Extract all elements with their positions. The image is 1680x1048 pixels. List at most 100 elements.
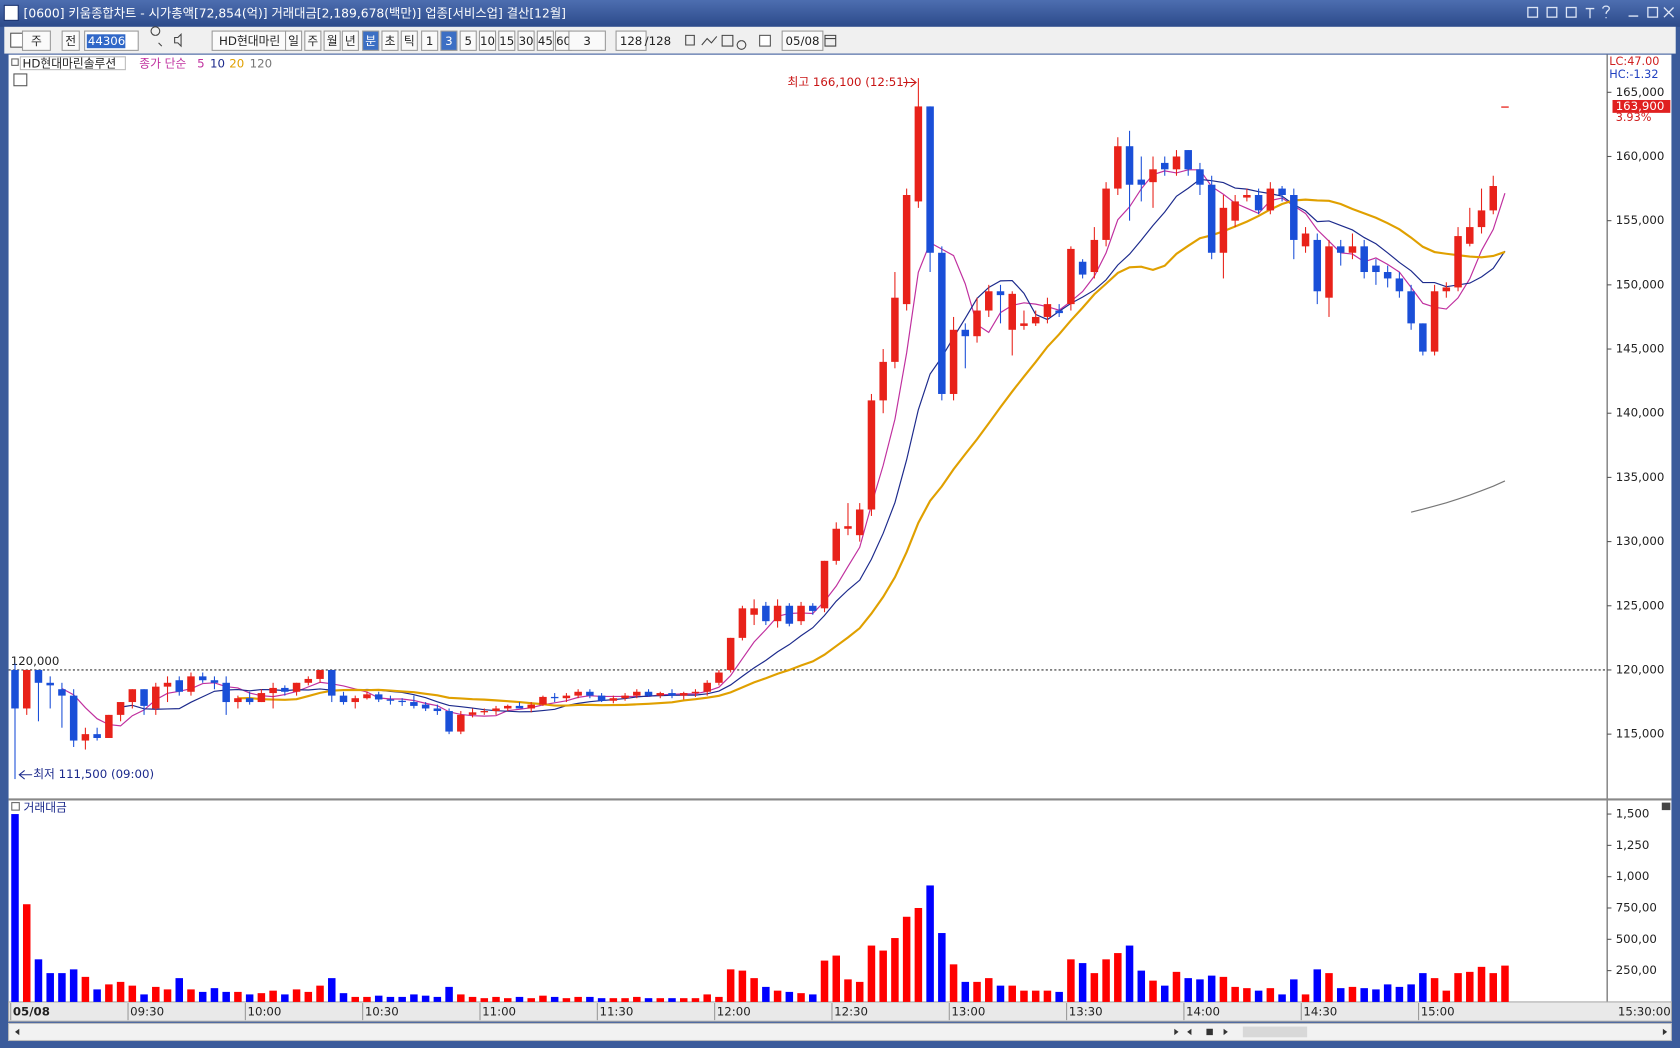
toolbar-label[interactable]: 틱 (404, 34, 415, 48)
candle-body (914, 106, 923, 202)
change-label: 3.93% (1616, 111, 1652, 124)
toolbar-label[interactable]: 1 (426, 34, 433, 48)
volume-bar (58, 973, 66, 1002)
toolbar-label[interactable]: 월 (327, 34, 338, 48)
x-tick-label: 13:00 (951, 1005, 985, 1019)
candle-body (820, 560, 829, 609)
toolbar-button[interactable] (341, 30, 359, 51)
candle-body (668, 693, 676, 696)
toolbar-button[interactable] (362, 30, 380, 51)
toolbar-button[interactable] (517, 30, 535, 51)
candle-body (1383, 272, 1392, 279)
toolbar-label[interactable]: 주 (307, 34, 318, 48)
toolbar-label[interactable]: 3 (445, 34, 452, 48)
volume-bar (1196, 979, 1204, 1002)
candle-body (773, 605, 782, 622)
volume-bar (1137, 970, 1146, 1002)
candle-body (116, 702, 125, 715)
candle-body (938, 252, 946, 394)
volume-bar (1419, 973, 1427, 1002)
toolbar-button[interactable] (781, 30, 824, 51)
candle-body (152, 686, 160, 709)
candle-body (855, 509, 864, 536)
window-title: [0600] 키움종합차트 - 시가총액[72,854(억)] 거래대금[2,1… (24, 6, 566, 20)
candle-body (198, 676, 207, 681)
candle-body (81, 734, 90, 741)
ma-legend: 20 (229, 56, 244, 70)
toolbar-label[interactable]: 45 (538, 34, 553, 48)
toolbar-label[interactable]: 초 (385, 34, 396, 48)
volume-bar (1501, 965, 1509, 1002)
candle-body (1360, 246, 1368, 273)
scroll-thumb[interactable] (1242, 1026, 1308, 1038)
toolbar-button[interactable] (323, 30, 341, 51)
x-tick-label: 05/08 (13, 1005, 50, 1019)
candle-body (504, 705, 512, 709)
toolbar-label[interactable]: 15 (499, 34, 514, 48)
toolbar-label[interactable]: 분 (365, 34, 376, 48)
title-icons[interactable] (1527, 5, 1675, 19)
candle-body (891, 297, 899, 362)
y-tick-label: 165,000 (1616, 85, 1665, 99)
candle-body (609, 698, 618, 701)
x-tick-label: 10:30 (365, 1005, 399, 1019)
toolbar-icons[interactable] (150, 26, 837, 50)
toolbar-label[interactable]: 128 (620, 34, 642, 48)
toolbar-label[interactable]: 주 (31, 34, 42, 48)
volume-bar (468, 996, 477, 1002)
checkbox[interactable] (759, 34, 771, 47)
volume-bar (69, 969, 78, 1002)
toolbar-button[interactable] (304, 30, 322, 51)
volume-bar (398, 996, 406, 1002)
x-tick-label: 11:30 (599, 1005, 633, 1019)
volume-bar (1161, 985, 1169, 1002)
toolbar-button[interactable] (381, 30, 399, 51)
toolbar-label[interactable]: 10 (480, 34, 495, 48)
volume-bar (1383, 984, 1392, 1002)
scrollbar[interactable] (8, 1022, 1672, 1042)
toolbar-label[interactable]: 05/08 (786, 34, 820, 48)
candle-body (949, 329, 958, 394)
toolbar-button[interactable] (478, 30, 497, 51)
toolbar-label[interactable]: 일 (288, 34, 299, 48)
x-tick-label: 09:30 (130, 1005, 164, 1019)
table-icon[interactable] (13, 73, 28, 87)
candle-body (515, 705, 524, 709)
toolbar-label[interactable]: 년 (345, 34, 356, 48)
volume-bar (973, 981, 981, 1002)
toolbar-label[interactable]: 전 (65, 34, 76, 48)
volume-bar (715, 996, 723, 1002)
toolbar-label[interactable]: 3 (583, 34, 590, 48)
current-price-label: 163,900 (1616, 99, 1665, 113)
volume-bar (234, 991, 242, 1002)
toolbar-button[interactable] (536, 30, 554, 51)
panel-close[interactable] (1661, 802, 1671, 811)
volume-icon (11, 802, 20, 811)
toolbar-label[interactable]: 60 (556, 34, 571, 48)
volume-bar (832, 955, 840, 1002)
legend-box (19, 56, 126, 71)
toolbar-button[interactable] (285, 30, 303, 51)
toolbar-button[interactable] (61, 30, 80, 51)
candle-body (234, 698, 242, 703)
toolbar-icon[interactable] (10, 32, 25, 48)
candle-body (1055, 310, 1063, 314)
toolbar-label[interactable]: 5 (464, 34, 471, 48)
toolbar-button[interactable] (21, 30, 51, 51)
toolbar-label[interactable]: HD현대마린 (219, 34, 280, 48)
toolbar-button[interactable] (459, 30, 477, 51)
toolbar-button[interactable] (568, 30, 606, 51)
volume-bar (328, 978, 336, 1002)
toolbar-button[interactable] (421, 30, 439, 51)
toolbar-button[interactable] (498, 30, 516, 51)
x-tick-label: 13:30 (1069, 1005, 1103, 1019)
candle-body (1419, 323, 1427, 352)
candle-body (1008, 293, 1016, 330)
toolbar-label[interactable]: 30 (519, 34, 534, 48)
stock-code[interactable]: 443060 (88, 34, 133, 48)
toolbar-button[interactable] (440, 30, 458, 51)
candle-body (374, 694, 383, 700)
toolbar-button[interactable] (615, 30, 647, 51)
toolbar-label[interactable]: /128 (645, 34, 671, 48)
toolbar-button[interactable] (400, 30, 418, 51)
